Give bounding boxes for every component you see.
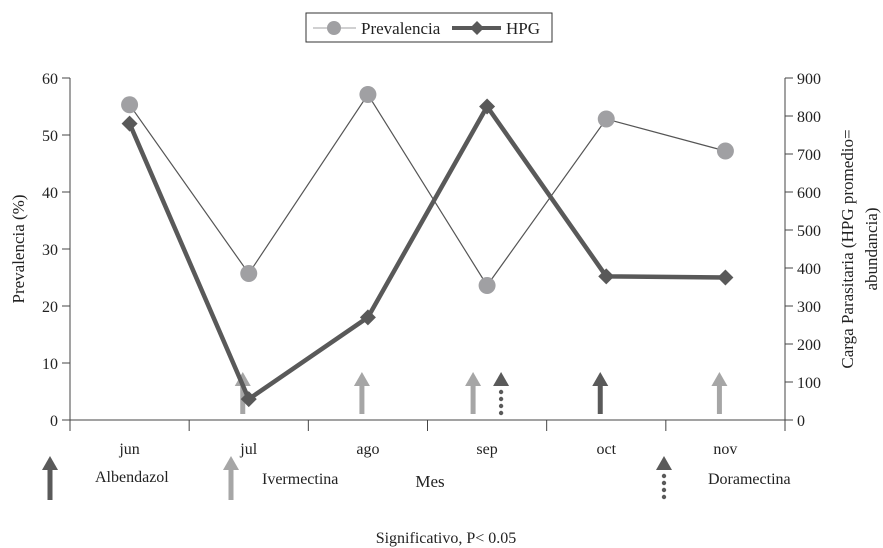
arrow-dot [661, 487, 667, 493]
x-tick-label-oct: oct [596, 441, 616, 458]
y-right-tick-label: 700 [797, 147, 821, 164]
y-left-tick-label: 10 [42, 356, 58, 373]
y-right-tick-label: 600 [797, 185, 821, 202]
point-hpg-sep [479, 98, 496, 115]
point-hpg-nov [717, 269, 734, 286]
point-prevalencia-nov [716, 142, 734, 160]
point-prevalencia-ago [359, 86, 377, 104]
arrow-shaft [228, 468, 234, 500]
point-hpg-jul [240, 391, 257, 408]
treatment-arrow-doramectina [493, 372, 510, 416]
arrow-shaft [47, 468, 53, 500]
x-tick-label-jul: jul [239, 441, 257, 458]
y-axis-right-title-line1: Carga Parasitaria (HPG promedio= [838, 129, 857, 368]
arrow-dot [661, 494, 667, 500]
y-right-tick-label: 200 [797, 337, 821, 354]
legend-label-hpg: HPG [506, 19, 540, 38]
y-right-tick-label: 300 [797, 299, 821, 316]
treatment-legend-albendazol-label: Albendazol [95, 469, 169, 486]
legend-arrow-albendazol [42, 456, 58, 500]
legend-marker-hpg [470, 21, 484, 35]
arrow-shaft [470, 384, 476, 414]
point-hpg-jun [121, 115, 138, 132]
y-axis-left-title: Prevalencia (%) [9, 194, 28, 303]
axes: jun jul ago sep oct nov 0 10 20 30 40 50 60 0 100 200… [42, 71, 821, 458]
point-prevalencia-jul [240, 265, 258, 283]
legend: Prevalencia HPG [305, 12, 553, 43]
y-right-tick-label: 0 [797, 413, 805, 430]
treatment-arrow-ivermectina [711, 372, 728, 414]
y-left-tick-label: 0 [50, 413, 58, 430]
y-left-tick-label: 60 [42, 71, 58, 88]
y-axis-right-ticks: 0 100 200 300 400 500 600 700 800 900 [785, 71, 821, 430]
treatment-legend-doramectina-label: Doramectina [708, 471, 791, 488]
arrow-shaft [597, 384, 603, 414]
x-axis-ticks: jun jul ago sep oct nov [69, 420, 786, 458]
treatment-legend-doramectina-icon [656, 456, 672, 500]
treatment-arrow-albendazol [592, 372, 609, 414]
x-tick-label-ago: ago [356, 441, 379, 458]
point-prevalencia-jun [121, 96, 139, 114]
arrow-dot [661, 473, 667, 479]
legend-label-prevalencia: Prevalencia [361, 19, 441, 38]
y-left-tick-label: 50 [42, 128, 58, 145]
point-prevalencia-sep [478, 276, 496, 294]
x-tick-label-nov: nov [713, 441, 737, 458]
arrow-head [42, 456, 58, 470]
treatment-legend-albendazol-icon [42, 456, 58, 500]
series-layer [121, 86, 734, 408]
treatment-legend-ivermectina-icon [223, 456, 239, 500]
arrow-head [223, 456, 239, 470]
footnote: Significativo, P< 0.05 [376, 530, 517, 547]
arrow-dot [498, 389, 504, 395]
treatment-legend-ivermectina-label: Ivermectina [262, 471, 338, 488]
arrow-head [353, 372, 370, 386]
y-left-tick-label: 20 [42, 299, 58, 316]
legend-marker-prevalencia [327, 21, 341, 35]
arrow-shaft [716, 384, 722, 414]
arrow-dot [498, 396, 504, 402]
x-axis-title: Mes [415, 472, 444, 491]
point-hpg-ago [359, 309, 376, 326]
legend-arrow-ivermectina [223, 456, 239, 500]
arrow-dot [498, 410, 504, 416]
treatment-legend: Albendazol Ivermectina Doramectina [42, 456, 791, 500]
arrow-shaft [359, 384, 365, 414]
treatment-arrow-ivermectina [465, 372, 482, 414]
point-hpg-oct [598, 268, 615, 285]
arrow-head [656, 456, 672, 470]
legend-arrow-doramectina [656, 456, 672, 500]
y-left-tick-label: 30 [42, 242, 58, 259]
arrow-dot [661, 480, 667, 486]
y-right-tick-label: 500 [797, 223, 821, 240]
arrow-head [711, 372, 728, 386]
series-line-prevalencia [129, 93, 726, 287]
arrow-head [234, 372, 251, 386]
treatment-markers [234, 372, 728, 416]
y-right-tick-label: 800 [797, 109, 821, 126]
treatment-arrow-ivermectina [353, 372, 370, 414]
y-right-tick-label: 400 [797, 261, 821, 278]
y-axis-left-ticks: 0 10 20 30 40 50 60 [42, 71, 70, 430]
arrow-head [493, 372, 510, 386]
y-left-tick-label: 40 [42, 185, 58, 202]
x-tick-label-sep: sep [476, 441, 497, 458]
y-right-tick-label: 100 [797, 375, 821, 392]
x-tick-label-jun: jun [118, 441, 139, 458]
y-right-tick-label: 900 [797, 71, 821, 88]
arrow-head [592, 372, 609, 386]
series-line-hpg [127, 104, 726, 402]
arrow-head [465, 372, 482, 386]
arrow-dot [498, 403, 504, 409]
y-axis-right-title-line2: abundancia) [862, 207, 881, 290]
point-prevalencia-oct [597, 110, 615, 128]
